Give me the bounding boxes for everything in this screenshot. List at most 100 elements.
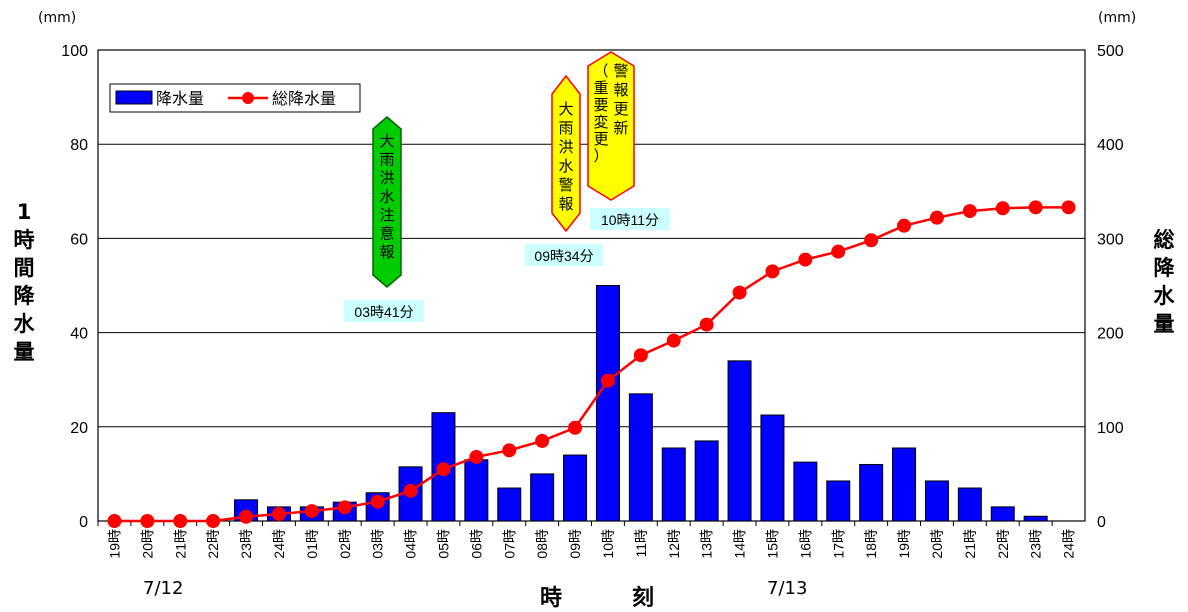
time-label-warning: 09時34分 <box>534 248 593 264</box>
warning-box-text: 更 <box>593 130 608 148</box>
time-label-bg <box>344 300 424 322</box>
warning-box-text: 警 <box>613 62 628 80</box>
legend-label-line: 総降水量 <box>272 90 336 108</box>
right-tick-label: 400 <box>1097 137 1124 154</box>
warning-box-text: 注 <box>379 206 394 224</box>
x-tick-label: 05時 <box>435 529 451 559</box>
bar <box>826 480 851 522</box>
left-tick-label: 40 <box>70 326 88 343</box>
bar <box>957 487 982 522</box>
x-tick-label: 24時 <box>1061 529 1077 559</box>
right-tick-label: 100 <box>1097 420 1124 437</box>
x-tick-label: 22時 <box>995 529 1011 559</box>
bar <box>694 440 719 522</box>
cumulative-point <box>962 204 977 219</box>
left-tick-label: 0 <box>79 514 88 531</box>
cumulative-point <box>239 509 254 524</box>
warning-box-text: 水 <box>379 188 394 206</box>
warning-box-text: 雨 <box>379 151 394 169</box>
left-axis-title: 1時間降水量 <box>13 200 35 364</box>
x-tick-label: 14時 <box>732 529 748 559</box>
cumulative-point <box>600 373 615 388</box>
left-tick-label: 60 <box>70 231 88 248</box>
cumulative-point <box>173 514 188 528</box>
bar <box>497 487 522 522</box>
bar <box>628 393 653 522</box>
cumulative-point <box>929 210 944 225</box>
warning-box-text: 要 <box>593 96 608 114</box>
bar <box>990 506 1015 522</box>
warning-box-text: 変 <box>593 113 608 131</box>
x-tick-label: 20時 <box>139 529 155 559</box>
x-tick-label: 20時 <box>929 529 945 559</box>
cumulative-point <box>732 285 747 300</box>
warning-box-update <box>587 51 635 201</box>
right-tick-label: 300 <box>1097 231 1124 248</box>
warning-box-warning <box>551 74 581 233</box>
bar <box>563 454 588 522</box>
x-tick-label: 04時 <box>403 529 419 559</box>
left-tick-label: 100 <box>61 43 88 60</box>
cumulative-point <box>403 483 418 498</box>
warning-box-text: 報 <box>558 195 573 213</box>
cumulative-point <box>206 514 221 528</box>
bar <box>859 463 884 522</box>
cumulative-point <box>633 348 648 363</box>
warning-box-text: （ <box>593 62 608 80</box>
cumulative-point <box>864 233 879 248</box>
x-tick-label: 23時 <box>238 529 254 559</box>
bar <box>793 461 818 522</box>
time-label-update: 10時11分 <box>601 212 659 228</box>
date-label-0712: 7/12 <box>143 578 184 599</box>
warning-box-text: 新 <box>613 119 628 137</box>
cumulative-point <box>337 500 352 515</box>
x-tick-label: 16時 <box>797 529 813 559</box>
right-tick-label: 200 <box>1097 326 1124 343</box>
bar <box>464 459 489 522</box>
time-label-bg <box>590 208 670 230</box>
left-axis-unit: (mm) <box>38 10 77 26</box>
warning-box-advisory <box>372 116 402 288</box>
right-tick-label: 0 <box>1097 514 1106 531</box>
time-label-bg <box>525 244 603 266</box>
x-tick-label: 13時 <box>699 529 715 559</box>
warning-box-text: 雨 <box>558 119 573 137</box>
right-axis-title: 総降水量 <box>1153 228 1175 336</box>
x-tick-label: 24時 <box>271 529 287 559</box>
x-tick-label: 01時 <box>304 529 320 559</box>
x-tick-label: 06時 <box>468 529 484 559</box>
legend-label-bars: 降水量 <box>156 90 204 108</box>
warning-box-text: ） <box>593 147 608 165</box>
bar <box>727 360 752 522</box>
warning-box-text: 意 <box>379 225 394 243</box>
cumulative-point <box>699 317 714 332</box>
cumulative-point <box>469 449 484 464</box>
date-label-0713: 7/13 <box>767 578 808 599</box>
bar <box>924 480 949 522</box>
left-tick-label: 20 <box>70 420 88 437</box>
cumulative-point <box>502 443 517 458</box>
cumulative-point <box>140 514 155 528</box>
bar <box>530 473 555 522</box>
legend-bar-swatch <box>115 90 153 105</box>
cumulative-point <box>436 462 451 477</box>
warning-box-text: 警 <box>558 176 573 194</box>
right-axis-unit: (mm) <box>1098 10 1137 26</box>
cumulative-point <box>568 420 583 435</box>
time-label-advisory: 03時41分 <box>354 304 413 320</box>
x-tick-label: 11時 <box>633 529 649 558</box>
warning-box-text: 洪 <box>558 138 573 156</box>
warning-box-text: 報 <box>613 81 628 99</box>
warning-box-text: 大 <box>379 132 394 150</box>
x-tick-label: 10時 <box>600 529 616 559</box>
x-tick-label: 08時 <box>534 529 550 559</box>
cumulative-point <box>798 252 813 267</box>
legend-line-marker <box>242 92 254 104</box>
x-tick-label: 17時 <box>830 529 846 559</box>
cumulative-point <box>1028 200 1043 215</box>
bar <box>892 447 917 522</box>
bar <box>1023 515 1048 522</box>
cumulative-point <box>535 433 550 448</box>
cumulative-point <box>370 494 385 509</box>
